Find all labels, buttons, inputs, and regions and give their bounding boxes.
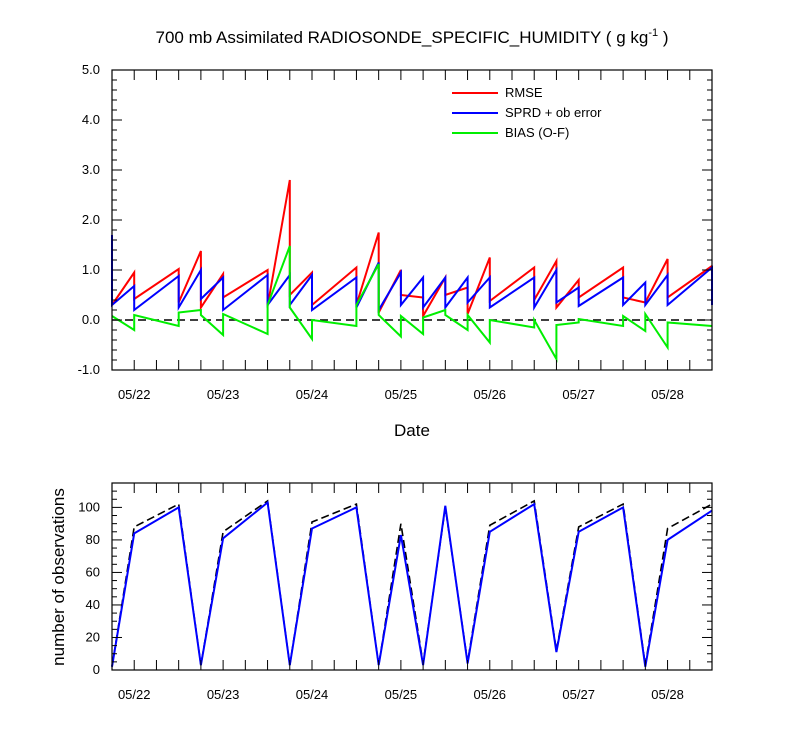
y-tick-label: 100 [78,499,100,514]
x-tick-label: 05/28 [651,387,684,402]
chart-title: 700 mb Assimilated RADIOSONDE_SPECIFIC_H… [156,27,669,47]
tick-group: -1.0 0.0 1.0 2.0 3.0 4.0 5.0 05/22 05/23 05/24 05/… [78,62,713,402]
x-tick-label: 05/25 [385,387,418,402]
top-chart: 700 mb Assimilated RADIOSONDE_SPECIFIC_H… [78,27,713,440]
y-tick-label: 1.0 [82,262,100,277]
y-tick-label: 4.0 [82,112,100,127]
x-tick-label: 05/26 [474,687,507,702]
x-axis-title: Date [394,421,430,440]
tick-group: 0 20 40 60 80 100 05/22 05/23 05/24 05/25 05/26 05/… [78,482,713,702]
x-tick-label: 05/23 [207,387,240,402]
y-tick-label: 3.0 [82,162,100,177]
x-tick-label: 05/24 [296,687,329,702]
y-tick-label: 5.0 [82,62,100,77]
y-tick-label: 0 [93,662,100,677]
series-line-possible [111,499,713,667]
x-tick-label: 05/22 [118,687,151,702]
x-tick-label: 05/28 [651,687,684,702]
series-line-used [111,500,713,667]
chart-title-superscript: -1 [648,27,658,39]
x-tick-label: 05/27 [562,387,595,402]
y-tick-label: 0.0 [82,312,100,327]
legend: RMSE SPRD + ob error BIAS (O-F) [452,85,602,140]
y-tick-label: 2.0 [82,212,100,227]
series-line-rmse [111,179,713,320]
chart-title-main: 700 mb Assimilated RADIOSONDE_SPECIFIC_H… [156,28,649,47]
plot-frame [111,482,713,671]
legend-label: SPRD + ob error [505,105,602,120]
y-tick-label: -1.0 [78,362,100,377]
y-axis-title: number of observations [49,488,68,666]
y-tick-label: 80 [86,532,100,547]
y-tick-label: 20 [86,629,100,644]
y-tick-label: 40 [86,597,100,612]
x-tick-label: 05/22 [118,387,151,402]
series-group [111,499,713,667]
x-tick-label: 05/27 [562,687,595,702]
legend-label: BIAS (O-F) [505,125,569,140]
chart-title-close: ) [658,28,668,47]
bottom-chart: 0 20 40 60 80 100 05/22 05/23 05/24 05/25 05/26 05/… [49,482,713,702]
x-tick-label: 05/24 [296,387,329,402]
series-line-sprd-ob-error [111,235,713,314]
y-tick-label: 60 [86,564,100,579]
x-tick-label: 05/25 [385,687,418,702]
series-line-bias-o-f [111,245,713,363]
legend-label: RMSE [505,85,543,100]
x-tick-label: 05/26 [474,387,507,402]
series-group [111,179,713,363]
x-tick-label: 05/23 [207,687,240,702]
